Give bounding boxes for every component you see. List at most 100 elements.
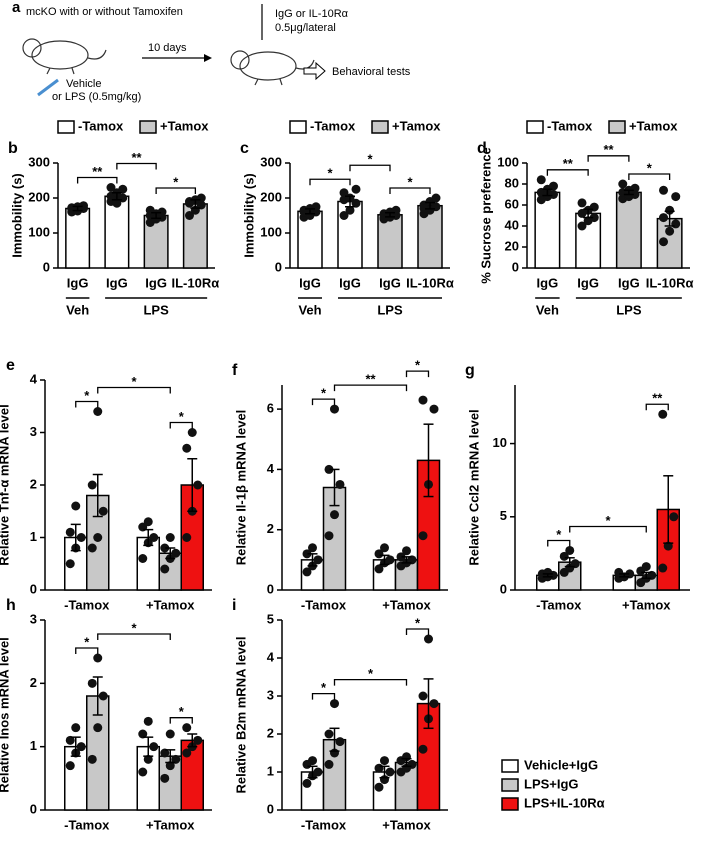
x-tick-label: IL-10Rα — [406, 275, 454, 290]
y-axis-label: Relative Tnf-α mRNA level — [0, 404, 11, 565]
group-label: LPS — [616, 302, 642, 317]
data-point — [429, 699, 439, 709]
y-tick-label: 0 — [43, 259, 50, 274]
significance-bracket — [75, 400, 99, 408]
data-point — [157, 207, 167, 217]
data-point — [171, 548, 181, 558]
panel-letter: d — [477, 140, 487, 157]
data-point — [143, 754, 153, 764]
data-point — [93, 533, 103, 542]
significance-bracket — [169, 421, 193, 429]
y-axis-label: Immobility (s) — [9, 173, 24, 258]
y-tick-label: 3 — [30, 611, 37, 626]
data-point — [65, 735, 75, 745]
data-point — [385, 767, 395, 777]
data-point — [330, 699, 339, 709]
legend-swatch — [501, 797, 519, 811]
data-point — [665, 226, 675, 236]
x-tick-label: IgG — [106, 275, 128, 290]
significance-label: * — [647, 160, 653, 175]
data-point — [559, 551, 569, 561]
data-point — [339, 211, 349, 220]
data-point — [669, 512, 679, 522]
data-point — [418, 744, 428, 754]
significance-bracket — [97, 386, 171, 394]
data-point — [165, 533, 175, 542]
scheme-text: IgG or IL-10Rα — [275, 8, 349, 20]
data-point — [93, 653, 103, 663]
significance-label: * — [605, 513, 611, 528]
data-point — [160, 748, 170, 758]
legend-swatch — [526, 120, 544, 134]
x-tick-label: +Tamox — [622, 597, 671, 612]
data-point — [106, 183, 116, 192]
group-label: Veh — [536, 302, 559, 317]
data-point — [324, 531, 334, 541]
x-tick-label: +Tamox — [146, 597, 195, 612]
data-point — [324, 464, 334, 474]
legend-swatch — [57, 120, 75, 134]
y-tick-label: 100 — [497, 154, 519, 169]
data-point — [165, 761, 175, 771]
data-point — [374, 763, 384, 773]
data-point — [87, 543, 97, 553]
significance-bracket — [645, 403, 669, 411]
significance-label: ** — [92, 164, 103, 179]
data-point — [543, 567, 553, 577]
data-point — [160, 564, 170, 574]
scheme-text: 0.5μg/lateral — [275, 22, 336, 34]
y-tick-label: 2 — [267, 725, 274, 740]
data-point — [138, 767, 148, 777]
y-axis-label: Relative B2m mRNA level — [233, 636, 248, 793]
y-tick-label: 5 — [500, 508, 507, 523]
legend-label: LPS+IL-10Rα — [524, 795, 605, 810]
significance-label: * — [327, 166, 333, 181]
data-point — [149, 533, 159, 542]
significance-label: * — [415, 615, 421, 630]
data-point — [93, 407, 103, 416]
x-tick-label: IgG — [618, 275, 640, 290]
significance-bracket — [628, 173, 671, 180]
data-point — [407, 555, 417, 565]
significance-bracket — [169, 717, 193, 724]
data-point — [659, 185, 669, 195]
legend-swatch — [139, 120, 157, 134]
legend-swatch — [501, 759, 519, 773]
data-point — [308, 543, 317, 553]
significance-label: ** — [603, 142, 614, 157]
data-point — [171, 754, 181, 764]
data-point — [65, 527, 75, 537]
x-tick-label: IgG — [537, 275, 559, 290]
data-point — [418, 691, 428, 701]
legend-swatch — [501, 778, 519, 792]
mouse-icon — [22, 38, 107, 75]
data-point — [87, 754, 97, 764]
scheme: a mcKO with or without Tamoxifen Vehicle… — [12, 0, 411, 103]
data-point — [313, 555, 323, 565]
scheme-text: mcKO with or without Tamoxifen — [26, 6, 183, 18]
significance-label: ** — [652, 391, 663, 406]
data-point — [87, 678, 97, 688]
data-point — [76, 742, 86, 752]
y-tick-label: 0 — [500, 581, 507, 596]
data-point — [71, 723, 81, 733]
data-point — [548, 181, 558, 191]
significance-label: * — [367, 152, 373, 167]
data-point — [302, 567, 312, 577]
data-point — [302, 778, 312, 788]
data-point — [380, 756, 389, 766]
y-tick-label: 0 — [512, 259, 519, 274]
data-point — [193, 735, 203, 745]
data-point — [418, 531, 428, 541]
data-point — [380, 543, 389, 553]
data-point — [187, 428, 197, 437]
y-tick-label: 4 — [30, 371, 38, 386]
significance-label: * — [556, 527, 562, 542]
data-point — [419, 204, 429, 213]
data-point — [182, 443, 192, 453]
data-point — [87, 480, 97, 490]
bar — [615, 191, 642, 269]
legend-label: -Tamox — [78, 118, 124, 133]
x-tick-label: -Tamox — [64, 817, 110, 832]
